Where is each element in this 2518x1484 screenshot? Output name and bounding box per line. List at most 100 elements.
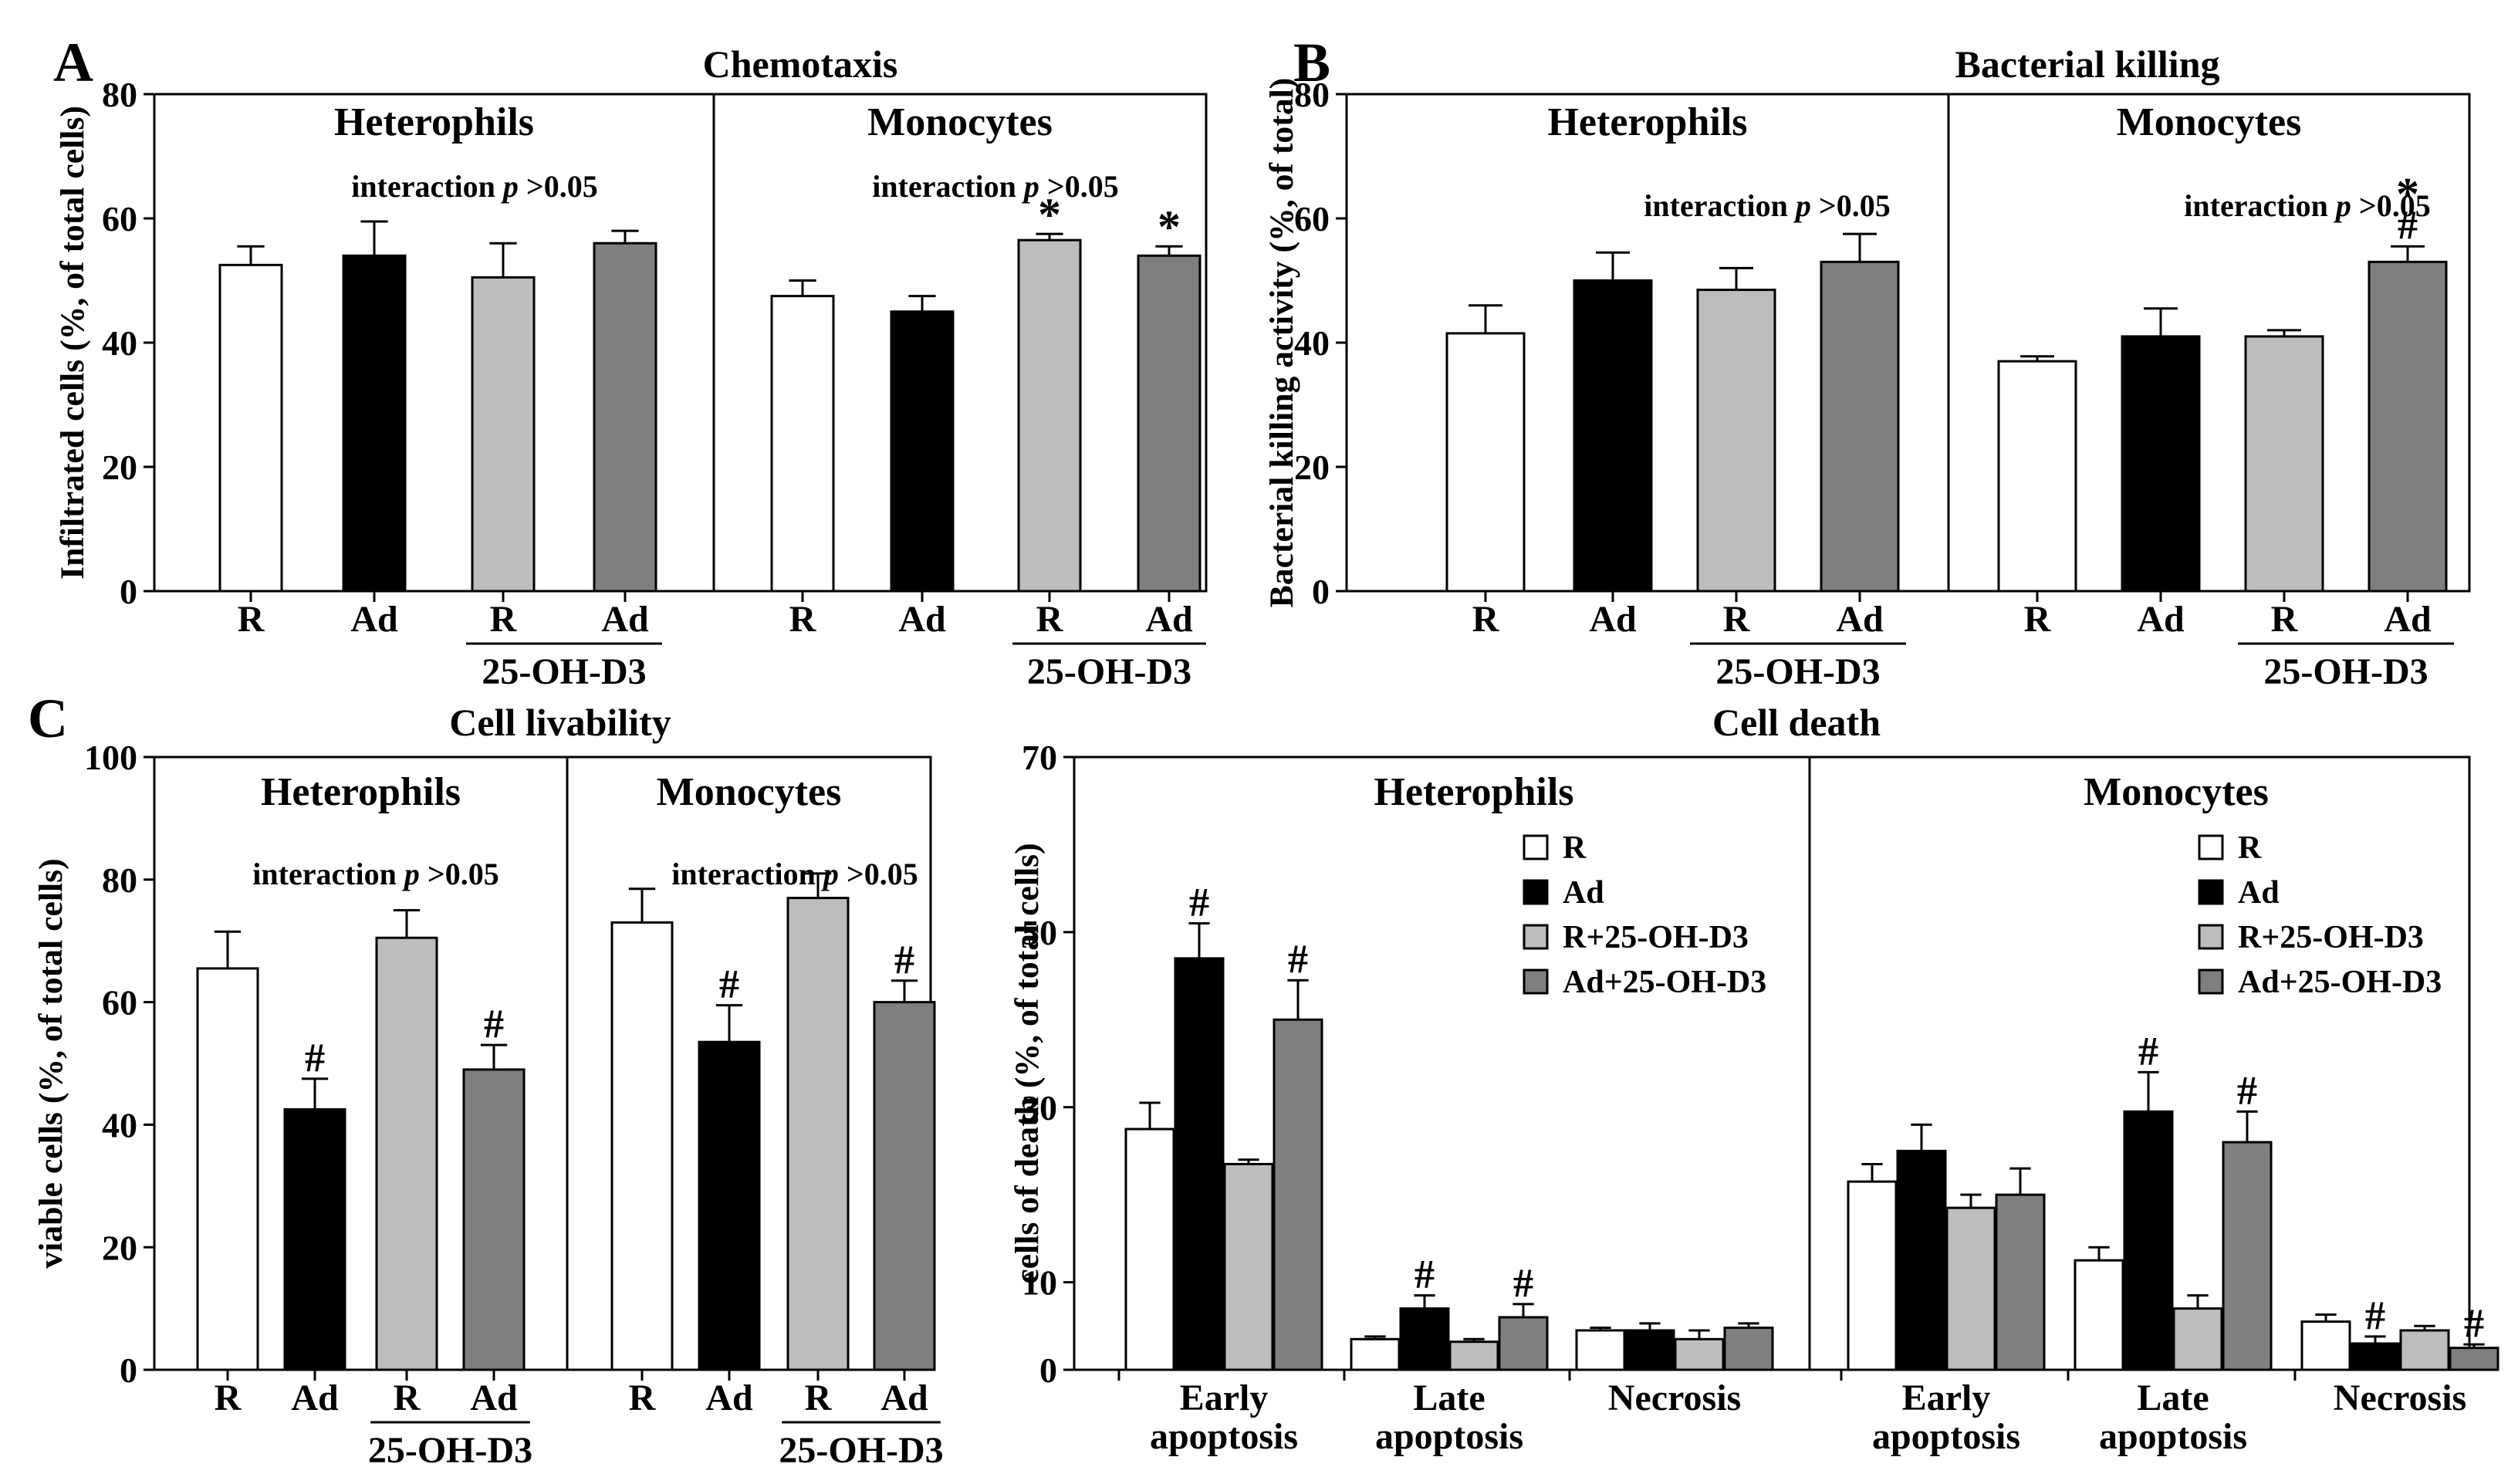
x-category-label: Late bbox=[1413, 1378, 1485, 1418]
significance-hash: # bbox=[719, 962, 739, 1007]
x-category-label: Ad bbox=[350, 599, 398, 640]
chart-title: Cell death bbox=[1712, 701, 1881, 744]
x-category-label: Early bbox=[1902, 1378, 1991, 1418]
y-tick-label: 20 bbox=[102, 1228, 137, 1267]
x-category-label: apoptosis bbox=[1375, 1416, 1523, 1457]
bar bbox=[1350, 1337, 1401, 1371]
chart-title: Cell livability bbox=[449, 701, 671, 744]
bar bbox=[1017, 238, 1082, 593]
x-category-label: R bbox=[1723, 599, 1751, 640]
bar bbox=[1399, 1307, 1450, 1371]
bar bbox=[1445, 332, 1526, 593]
bar bbox=[2123, 1110, 2174, 1371]
bar bbox=[1997, 360, 2077, 593]
bar bbox=[1174, 957, 1225, 1371]
x-category-label: Ad bbox=[2384, 599, 2432, 640]
significance-hash: # bbox=[1288, 937, 1308, 982]
bar bbox=[1847, 1180, 1898, 1371]
bar bbox=[1124, 1127, 1175, 1371]
significance-hash: # bbox=[305, 1036, 325, 1080]
bar bbox=[2300, 1320, 2351, 1371]
chart-title: Bacterial killing bbox=[1955, 42, 2219, 86]
interaction-note: interaction p >0.05 bbox=[252, 857, 499, 891]
bar bbox=[2244, 335, 2324, 593]
significance-star: * bbox=[2396, 169, 2419, 220]
subpanel-title: Monocytes bbox=[2084, 770, 2269, 814]
legend-swatch bbox=[1523, 924, 1549, 950]
y-tick-label: 20 bbox=[102, 448, 137, 487]
bar bbox=[218, 263, 283, 593]
significance-hash: # bbox=[1513, 1261, 1533, 1306]
bar bbox=[786, 897, 850, 1371]
x-category-label: R bbox=[2024, 599, 2052, 640]
chart-title: Chemotaxis bbox=[703, 42, 898, 86]
group-label: 25-OH-D3 bbox=[2263, 651, 2428, 692]
y-tick-label: 0 bbox=[1312, 572, 1330, 611]
significance-hash: # bbox=[2398, 203, 2418, 248]
y-axis-label: cells of death (%, of total cells) bbox=[1009, 843, 1046, 1283]
bar bbox=[2399, 1329, 2450, 1371]
panel-letter: A bbox=[53, 32, 93, 93]
y-tick-label: 30 bbox=[1022, 1088, 1057, 1127]
x-category-label: apoptosis bbox=[1150, 1416, 1298, 1457]
bar bbox=[471, 276, 536, 593]
bar bbox=[1573, 279, 1653, 593]
interaction-note: interaction p >0.05 bbox=[351, 169, 597, 204]
y-tick-label: 10 bbox=[1022, 1263, 1057, 1303]
y-tick-label: 40 bbox=[102, 1106, 137, 1145]
x-category-label: R bbox=[789, 599, 817, 640]
legend-label: Ad+25-OH-D3 bbox=[1563, 965, 1766, 1000]
y-tick-label: 80 bbox=[102, 860, 137, 900]
x-category-label: Ad bbox=[705, 1378, 753, 1418]
significance-hash: # bbox=[2365, 1293, 2385, 1338]
bar bbox=[342, 254, 407, 593]
x-category-label: R bbox=[805, 1378, 833, 1418]
legend-swatch bbox=[2198, 968, 2224, 995]
bar bbox=[610, 921, 674, 1371]
y-tick-label: 60 bbox=[102, 983, 137, 1023]
y-tick-label: 100 bbox=[84, 738, 137, 777]
subpanel-title: Heterophils bbox=[1374, 770, 1573, 814]
group-label: 25-OH-D3 bbox=[368, 1430, 532, 1471]
bar bbox=[1896, 1149, 1947, 1371]
x-category-label: Ad bbox=[880, 1378, 928, 1418]
legend-label: R+25-OH-D3 bbox=[2238, 920, 2424, 955]
y-tick-label: 0 bbox=[120, 572, 137, 611]
y-tick-label: 60 bbox=[1294, 199, 1330, 238]
x-category-label: R bbox=[2271, 599, 2299, 640]
significance-hash: # bbox=[1414, 1252, 1435, 1297]
subpanel-title: Monocytes bbox=[867, 100, 1053, 144]
y-tick-label: 40 bbox=[102, 323, 137, 363]
bar bbox=[770, 295, 835, 593]
x-category-label: R bbox=[490, 599, 518, 640]
x-category-label: R bbox=[238, 599, 265, 640]
interaction-note: interaction p >0.05 bbox=[872, 169, 1118, 204]
subpanel-title: Heterophils bbox=[261, 770, 461, 814]
x-category-label: Early bbox=[1180, 1378, 1269, 1418]
bar bbox=[196, 967, 259, 1371]
bar bbox=[1820, 260, 1900, 593]
y-tick-label: 40 bbox=[1294, 323, 1330, 363]
significance-star: * bbox=[1158, 201, 1181, 252]
x-category-label: Ad bbox=[1145, 599, 1193, 640]
bar bbox=[375, 936, 438, 1371]
significance-hash: # bbox=[2138, 1029, 2158, 1073]
group-label: 25-OH-D3 bbox=[482, 651, 646, 692]
interaction-note: interaction p >0.05 bbox=[1644, 188, 1890, 223]
bar bbox=[1273, 1018, 1323, 1371]
bar bbox=[2368, 260, 2448, 593]
legend-swatch bbox=[2198, 879, 2224, 905]
bar bbox=[1137, 254, 1202, 593]
bar bbox=[1624, 1329, 1675, 1371]
legend-label: R bbox=[1563, 830, 1587, 866]
x-category-label: Ad bbox=[601, 599, 649, 640]
bar bbox=[2074, 1259, 2124, 1371]
y-tick-label: 0 bbox=[120, 1350, 137, 1390]
y-tick-label: 80 bbox=[102, 75, 137, 114]
x-category-label: Ad bbox=[470, 1378, 518, 1418]
legend-label: R bbox=[2238, 830, 2262, 866]
legend-label: R+25-OH-D3 bbox=[1563, 920, 1749, 955]
bar bbox=[1995, 1193, 2046, 1371]
x-category-label: R bbox=[394, 1378, 421, 1418]
x-category-label: Ad bbox=[291, 1378, 339, 1418]
